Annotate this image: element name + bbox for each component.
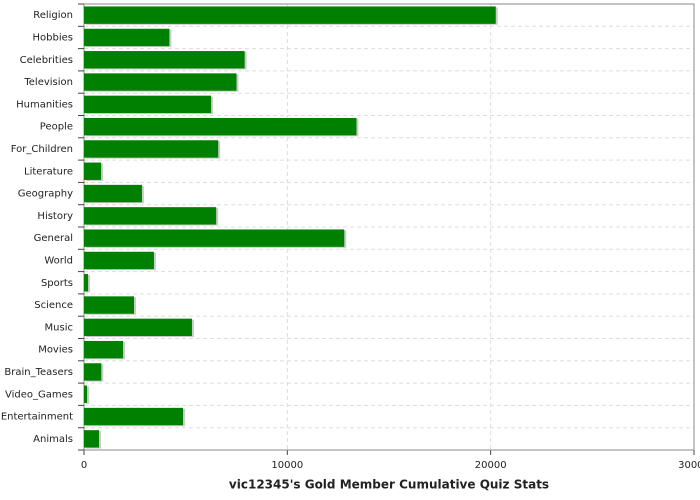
y-tick-label: Movies <box>38 345 73 356</box>
y-tick-label: Brain_Teasers <box>4 367 73 378</box>
y-tick-label: For_Children <box>11 144 73 155</box>
bar <box>84 363 102 381</box>
bar <box>84 251 154 270</box>
y-tick-label: Celebrities <box>20 55 73 66</box>
bar <box>84 140 219 158</box>
y-tick-label: General <box>34 233 73 244</box>
x-tick-label: 30000 <box>678 460 700 471</box>
bar <box>84 117 357 136</box>
bar <box>84 95 212 114</box>
y-tick-label: Music <box>45 322 73 333</box>
bar <box>84 385 88 403</box>
bar <box>84 28 170 47</box>
bar <box>84 73 237 91</box>
bar <box>84 296 135 314</box>
bar <box>84 6 496 24</box>
y-tick-label: History <box>37 211 73 222</box>
y-tick-label: World <box>44 255 73 266</box>
bar <box>84 407 184 426</box>
y-tick-label: Entertainment <box>1 412 73 423</box>
y-tick-label: People <box>40 122 73 133</box>
y-tick-label: Science <box>34 300 73 311</box>
bar <box>84 340 124 359</box>
y-tick-label: Hobbies <box>33 32 73 43</box>
bar <box>84 162 102 180</box>
x-tick-label: 20000 <box>475 460 507 471</box>
y-tick-label: Television <box>23 77 73 88</box>
y-tick-label: Religion <box>33 10 73 21</box>
y-tick-label: Geography <box>18 189 73 200</box>
bar <box>84 430 100 448</box>
x-tick-label: 0 <box>81 460 87 471</box>
bar <box>84 184 142 203</box>
y-tick-label: Literature <box>24 166 73 177</box>
bar <box>84 274 89 292</box>
y-tick-label: Sports <box>41 278 73 289</box>
x-tick-label: 10000 <box>271 460 303 471</box>
x-axis-title: vic12345's Gold Member Cumulative Quiz S… <box>229 478 549 492</box>
bar <box>84 318 192 337</box>
bar <box>84 51 245 69</box>
bar-shadow <box>86 386 90 404</box>
y-tick-label: Video_Games <box>5 389 73 400</box>
y-tick-label: Humanities <box>16 99 73 110</box>
bar <box>84 229 345 247</box>
y-tick-label: Animals <box>33 434 73 445</box>
bar <box>84 207 217 225</box>
